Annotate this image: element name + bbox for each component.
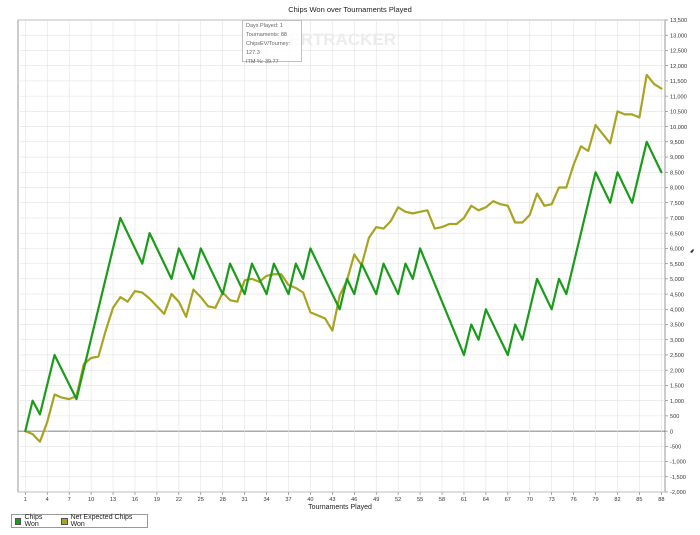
x-tick-label: 73 xyxy=(549,497,555,503)
x-tick-label: 43 xyxy=(329,497,335,503)
x-tick-label: 52 xyxy=(395,497,401,503)
x-tick-label: 13 xyxy=(110,497,116,503)
x-tick-label: 46 xyxy=(351,497,357,503)
legend-swatch-net-expected xyxy=(61,517,68,525)
chart-legend: Chips Won Net Expected Chips Won xyxy=(11,514,148,528)
x-tick-label: 40 xyxy=(307,497,313,503)
x-tick-label: 28 xyxy=(220,497,226,503)
y-tick-label: 500 xyxy=(670,414,679,420)
y-tick-label: -2,000 xyxy=(670,490,686,496)
y-tick-label: 4,500 xyxy=(670,292,684,298)
y-tick-label: 4,000 xyxy=(670,307,684,313)
tooltip-line-itm: ITM %: 39.77 xyxy=(246,59,279,65)
tooltip-line-days: Days Played: 1 xyxy=(246,23,283,29)
series-line-chips-won xyxy=(24,140,663,433)
x-tick-label: 34 xyxy=(263,497,269,503)
y-tick-label: 13,000 xyxy=(670,33,687,39)
y-tick-label: -1,500 xyxy=(670,475,686,481)
y-tick-label: 10,000 xyxy=(670,125,687,131)
x-tick-label: 31 xyxy=(242,497,248,503)
x-tick-label: 4 xyxy=(46,497,49,503)
x-tick-label: 79 xyxy=(592,497,598,503)
x-axis-label: Tournaments Played xyxy=(308,504,372,511)
x-tick-label: 64 xyxy=(483,497,489,503)
y-tick-label: 8,500 xyxy=(670,170,684,176)
y-tick-label: 0 xyxy=(670,429,673,435)
y-tick-label: 2,500 xyxy=(670,353,684,359)
x-tick-label: 19 xyxy=(154,497,160,503)
chart-title: Chips Won over Tournaments Played xyxy=(288,5,412,14)
x-tick-label: 22 xyxy=(176,497,182,503)
info-tooltip: Days Played: 1 Tournaments: 88 ChipsEV/T… xyxy=(242,20,302,65)
x-tick-label: 61 xyxy=(461,497,467,503)
x-tick-label: 7 xyxy=(68,497,71,503)
y-tick-label: 1,500 xyxy=(670,384,684,390)
x-tick-label: 88 xyxy=(658,497,664,503)
legend-label-chips-won: Chips Won xyxy=(24,514,43,528)
y-tick-label: 11,000 xyxy=(670,94,687,100)
y-tick-label: 2,000 xyxy=(670,368,684,374)
y-tick-label: 5,000 xyxy=(670,277,684,283)
series-line-net-expected-chips-won xyxy=(24,73,663,443)
y-tick-label: -1,000 xyxy=(670,460,686,466)
y-tick-label: 10,500 xyxy=(670,110,687,116)
y-tick-label: 1,000 xyxy=(670,399,684,405)
x-tick-label: 49 xyxy=(373,497,379,503)
y-tick-label: 3,500 xyxy=(670,323,684,329)
x-tick-label: 85 xyxy=(636,497,642,503)
x-tick-label: 58 xyxy=(439,497,445,503)
x-tick-label: 70 xyxy=(527,497,533,503)
y-tick-label: 11,500 xyxy=(670,79,687,85)
watermark: KERTRACKER xyxy=(277,30,396,49)
legend-item-chips-won[interactable]: Chips Won xyxy=(15,514,55,528)
x-tick-label: 55 xyxy=(417,497,423,503)
y-tick-label: 13,500 xyxy=(670,18,687,24)
y-tick-label: 12,500 xyxy=(670,49,687,55)
y-tick-label: 3,000 xyxy=(670,338,684,344)
legend-label-net-expected: Net Expected Chips Won xyxy=(70,514,133,528)
y-tick-label: 12,000 xyxy=(670,64,687,70)
x-tick-label: 67 xyxy=(505,497,511,503)
y-tick-label: 7,500 xyxy=(670,201,684,207)
tooltip-line-chipsev: ChipsEV/Tourney: 127.3 xyxy=(246,41,291,56)
plot-frame xyxy=(17,19,666,493)
y-tick-label: 6,000 xyxy=(670,247,684,253)
y-tick-label: 9,500 xyxy=(670,140,684,146)
y-tick-label: 5,500 xyxy=(670,262,684,268)
y-tick-label: 9,000 xyxy=(670,155,684,161)
y-tick-label: 6,500 xyxy=(670,231,684,237)
x-tick-label: 10 xyxy=(88,497,94,503)
x-tick-label: 16 xyxy=(132,497,138,503)
y-tick-label: 7,000 xyxy=(670,216,684,222)
y-tick-label: -500 xyxy=(670,445,681,451)
y-tick-label: 8,000 xyxy=(670,186,684,192)
legend-item-net-expected[interactable]: Net Expected Chips Won xyxy=(61,514,141,528)
x-tick-label: 25 xyxy=(198,497,204,503)
x-tick-label: 1 xyxy=(24,497,27,503)
x-tick-label: 37 xyxy=(285,497,291,503)
tooltip-line-tournaments: Tournaments: 88 xyxy=(246,32,287,38)
legend-swatch-chips-won xyxy=(15,517,22,525)
x-tick-label: 82 xyxy=(614,497,620,503)
x-tick-label: 76 xyxy=(570,497,576,503)
arrow-cursor-icon xyxy=(690,249,694,253)
